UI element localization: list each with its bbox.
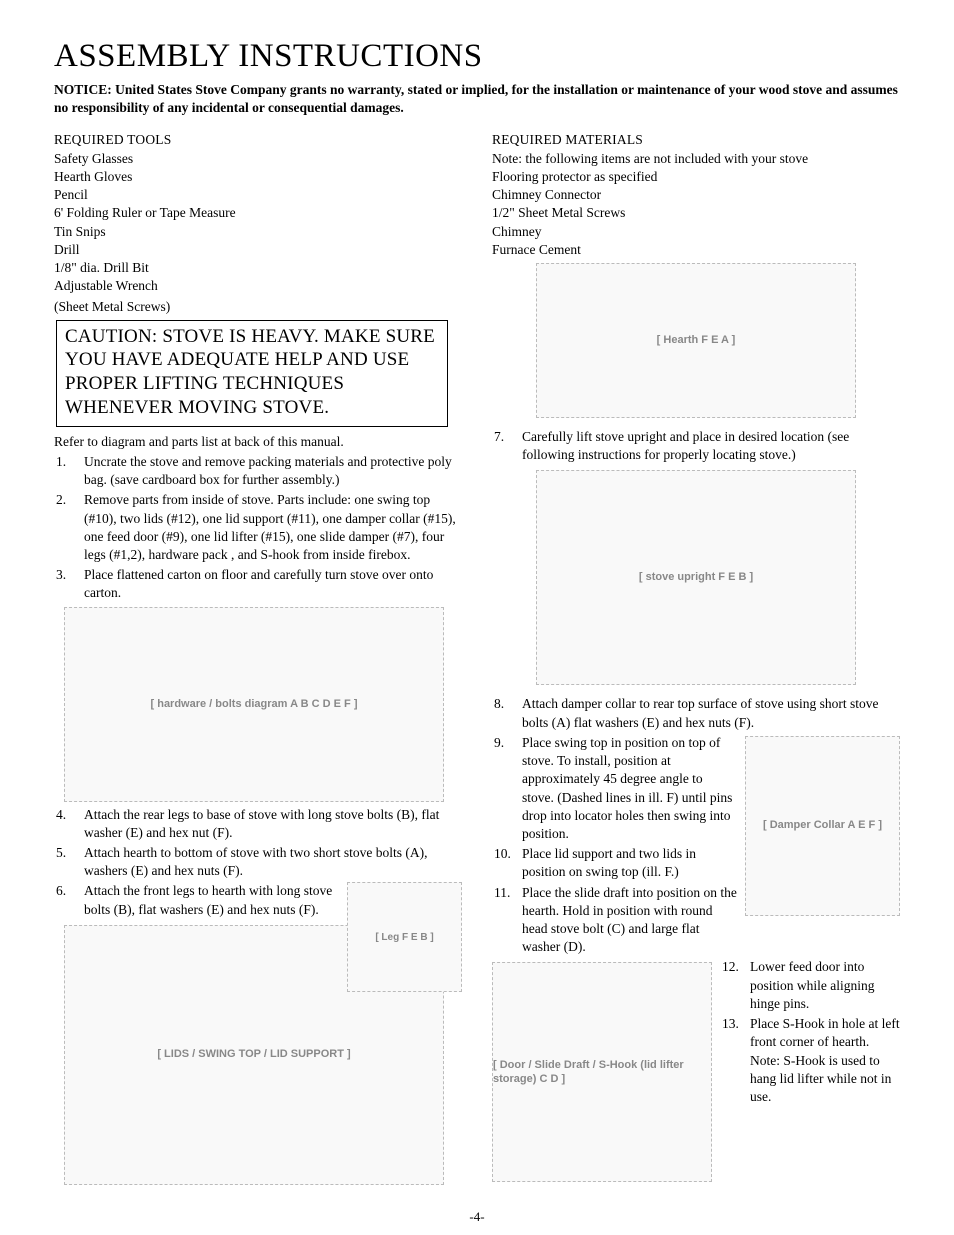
stove-upright-diagram: [ stove upright F E B ] (536, 470, 856, 685)
step-text: Attach hearth to bottom of stove with tw… (84, 844, 462, 880)
steps-8-11: 8.Attach damper collar to rear top surfa… (492, 695, 900, 731)
steps-1-3: 1.Uncrate the stove and remove packing m… (54, 453, 462, 603)
left-column: REQUIRED TOOLS Safety Glasses Hearth Glo… (54, 131, 462, 1184)
step-number: 9. (492, 734, 522, 843)
step-item: 8.Attach damper collar to rear top surfa… (492, 695, 900, 731)
step-number: 5. (54, 844, 84, 880)
step-item: 3.Place flattened carton on floor and ca… (54, 566, 462, 602)
sheet-metal-screws-note: (Sheet Metal Screws) (54, 298, 462, 316)
material-item: Flooring protector as specified (492, 168, 900, 186)
step-item: 11.Place the slide draft into position o… (492, 884, 737, 957)
step-text: Carefully lift stove upright and place i… (522, 428, 900, 464)
step-text: Lower feed door into position while alig… (750, 958, 900, 1013)
material-item: 1/2" Sheet Metal Screws (492, 204, 900, 222)
step-text: Place flattened carton on floor and care… (84, 566, 462, 602)
step-text: Attach the rear legs to base of stove wi… (84, 806, 462, 842)
step-number: 2. (54, 491, 84, 564)
right-column: REQUIRED MATERIALS Note: the following i… (492, 131, 900, 1184)
tool-item: 6' Folding Ruler or Tape Measure (54, 204, 462, 222)
step-item: 2.Remove parts from inside of stove. Par… (54, 491, 462, 564)
page-title: ASSEMBLY INSTRUCTIONS (54, 38, 900, 75)
door-slide-draft-diagram: [ Door / Slide Draft / S-Hook (lid lifte… (492, 962, 712, 1182)
tool-item: Tin Snips (54, 223, 462, 241)
step-number: 4. (54, 806, 84, 842)
refer-diagram-text: Refer to diagram and parts list at back … (54, 433, 462, 451)
step-number: 3. (54, 566, 84, 602)
step-item: 9.Place swing top in position on top of … (492, 734, 737, 843)
hearth-diagram: [ Hearth F E A ] (536, 263, 856, 418)
caution-box: CAUTION: STOVE IS HEAVY. MAKE SURE YOU H… (56, 320, 448, 427)
step-number: 8. (492, 695, 522, 731)
two-column-layout: REQUIRED TOOLS Safety Glasses Hearth Glo… (54, 131, 900, 1184)
step-item: 6. Attach the front legs to hearth with … (54, 882, 462, 918)
tool-item: Drill (54, 241, 462, 259)
step-item: 10.Place lid support and two lids in pos… (492, 845, 737, 881)
step-number: 6. (54, 882, 84, 918)
step-text: Attach damper collar to rear top surface… (522, 695, 900, 731)
step-item: 4.Attach the rear legs to base of stove … (54, 806, 462, 842)
required-materials-heading: REQUIRED MATERIALS (492, 131, 900, 149)
step-item: 13.Place S-Hook in hole at left front co… (720, 1015, 900, 1106)
step-7: 7.Carefully lift stove upright and place… (492, 428, 900, 464)
tool-item: Safety Glasses (54, 150, 462, 168)
step-text: Place swing top in position on top of st… (522, 734, 737, 843)
tool-item: Adjustable Wrench (54, 277, 462, 295)
required-tools-heading: REQUIRED TOOLS (54, 131, 462, 149)
step-text: Place the slide draft into position on t… (522, 884, 737, 957)
damper-collar-diagram: [ Damper Collar A E F ] (745, 736, 900, 916)
required-materials-list: Flooring protector as specified Chimney … (492, 168, 900, 259)
page-number: -4- (0, 1209, 954, 1225)
materials-note: Note: the following items are not includ… (492, 150, 900, 168)
material-item: Chimney (492, 223, 900, 241)
step-item: 5.Attach hearth to bottom of stove with … (54, 844, 462, 880)
step-number: 11. (492, 884, 522, 957)
tool-item: Hearth Gloves (54, 168, 462, 186)
step-text: Place lid support and two lids in positi… (522, 845, 737, 881)
tool-item: Pencil (54, 186, 462, 204)
step-item: 12.Lower feed door into position while a… (720, 958, 900, 1013)
steps-8-11-block: 8.Attach damper collar to rear top surfa… (492, 695, 900, 958)
hardware-diagram: [ hardware / bolts diagram A B C D E F ] (64, 607, 444, 802)
notice-text: NOTICE: United States Stove Company gran… (54, 81, 900, 117)
required-tools-list: Safety Glasses Hearth Gloves Pencil 6' F… (54, 150, 462, 296)
material-item: Chimney Connector (492, 186, 900, 204)
step-number: 12. (720, 958, 750, 1013)
material-item: Furnace Cement (492, 241, 900, 259)
step-number: 1. (54, 453, 84, 489)
leg-diagram: [ Leg F E B ] (347, 882, 462, 992)
step-text: Uncrate the stove and remove packing mat… (84, 453, 462, 489)
step-number: 10. (492, 845, 522, 881)
step-number: 7. (492, 428, 522, 464)
step-number: 13. (720, 1015, 750, 1106)
step-text: Remove parts from inside of stove. Parts… (84, 491, 462, 564)
steps-12-13-block: [ Door / Slide Draft / S-Hook (lid lifte… (492, 958, 900, 1182)
steps-4-6: 4.Attach the rear legs to base of stove … (54, 806, 462, 919)
step-text: Place S-Hook in hole at left front corne… (750, 1015, 900, 1106)
tool-item: 1/8" dia. Drill Bit (54, 259, 462, 277)
step-item: 1.Uncrate the stove and remove packing m… (54, 453, 462, 489)
step-item: 7.Carefully lift stove upright and place… (492, 428, 900, 464)
